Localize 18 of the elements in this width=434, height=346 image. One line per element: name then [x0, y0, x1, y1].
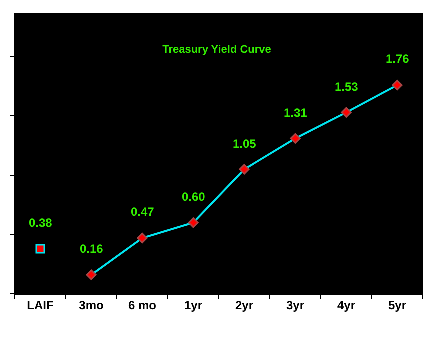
data-label: 1.53 [335, 80, 359, 94]
x-tick-label: 3mo [79, 298, 104, 312]
data-label: 0.60 [182, 190, 206, 204]
text: Treasury Yield Curve [162, 44, 272, 56]
data-label: 0.38 [29, 216, 53, 230]
x-tick-label: 2yr [235, 298, 254, 312]
x-tick-label: 6 mo [128, 298, 157, 312]
data-label: 0.16 [80, 242, 104, 256]
x-tick-label: 5yr [388, 298, 407, 312]
data-label: 1.76 [386, 52, 410, 66]
x-tick-label: 3yr [286, 298, 305, 312]
point [36, 244, 46, 254]
x-tick-label: LAIF [27, 298, 54, 312]
x-tick-label: 1yr [184, 298, 203, 312]
x-tick-label: 4yr [337, 298, 356, 312]
data-label: 0.47 [131, 205, 155, 219]
data-label: 1.31 [284, 106, 308, 120]
data-label: 1.05 [233, 137, 257, 151]
